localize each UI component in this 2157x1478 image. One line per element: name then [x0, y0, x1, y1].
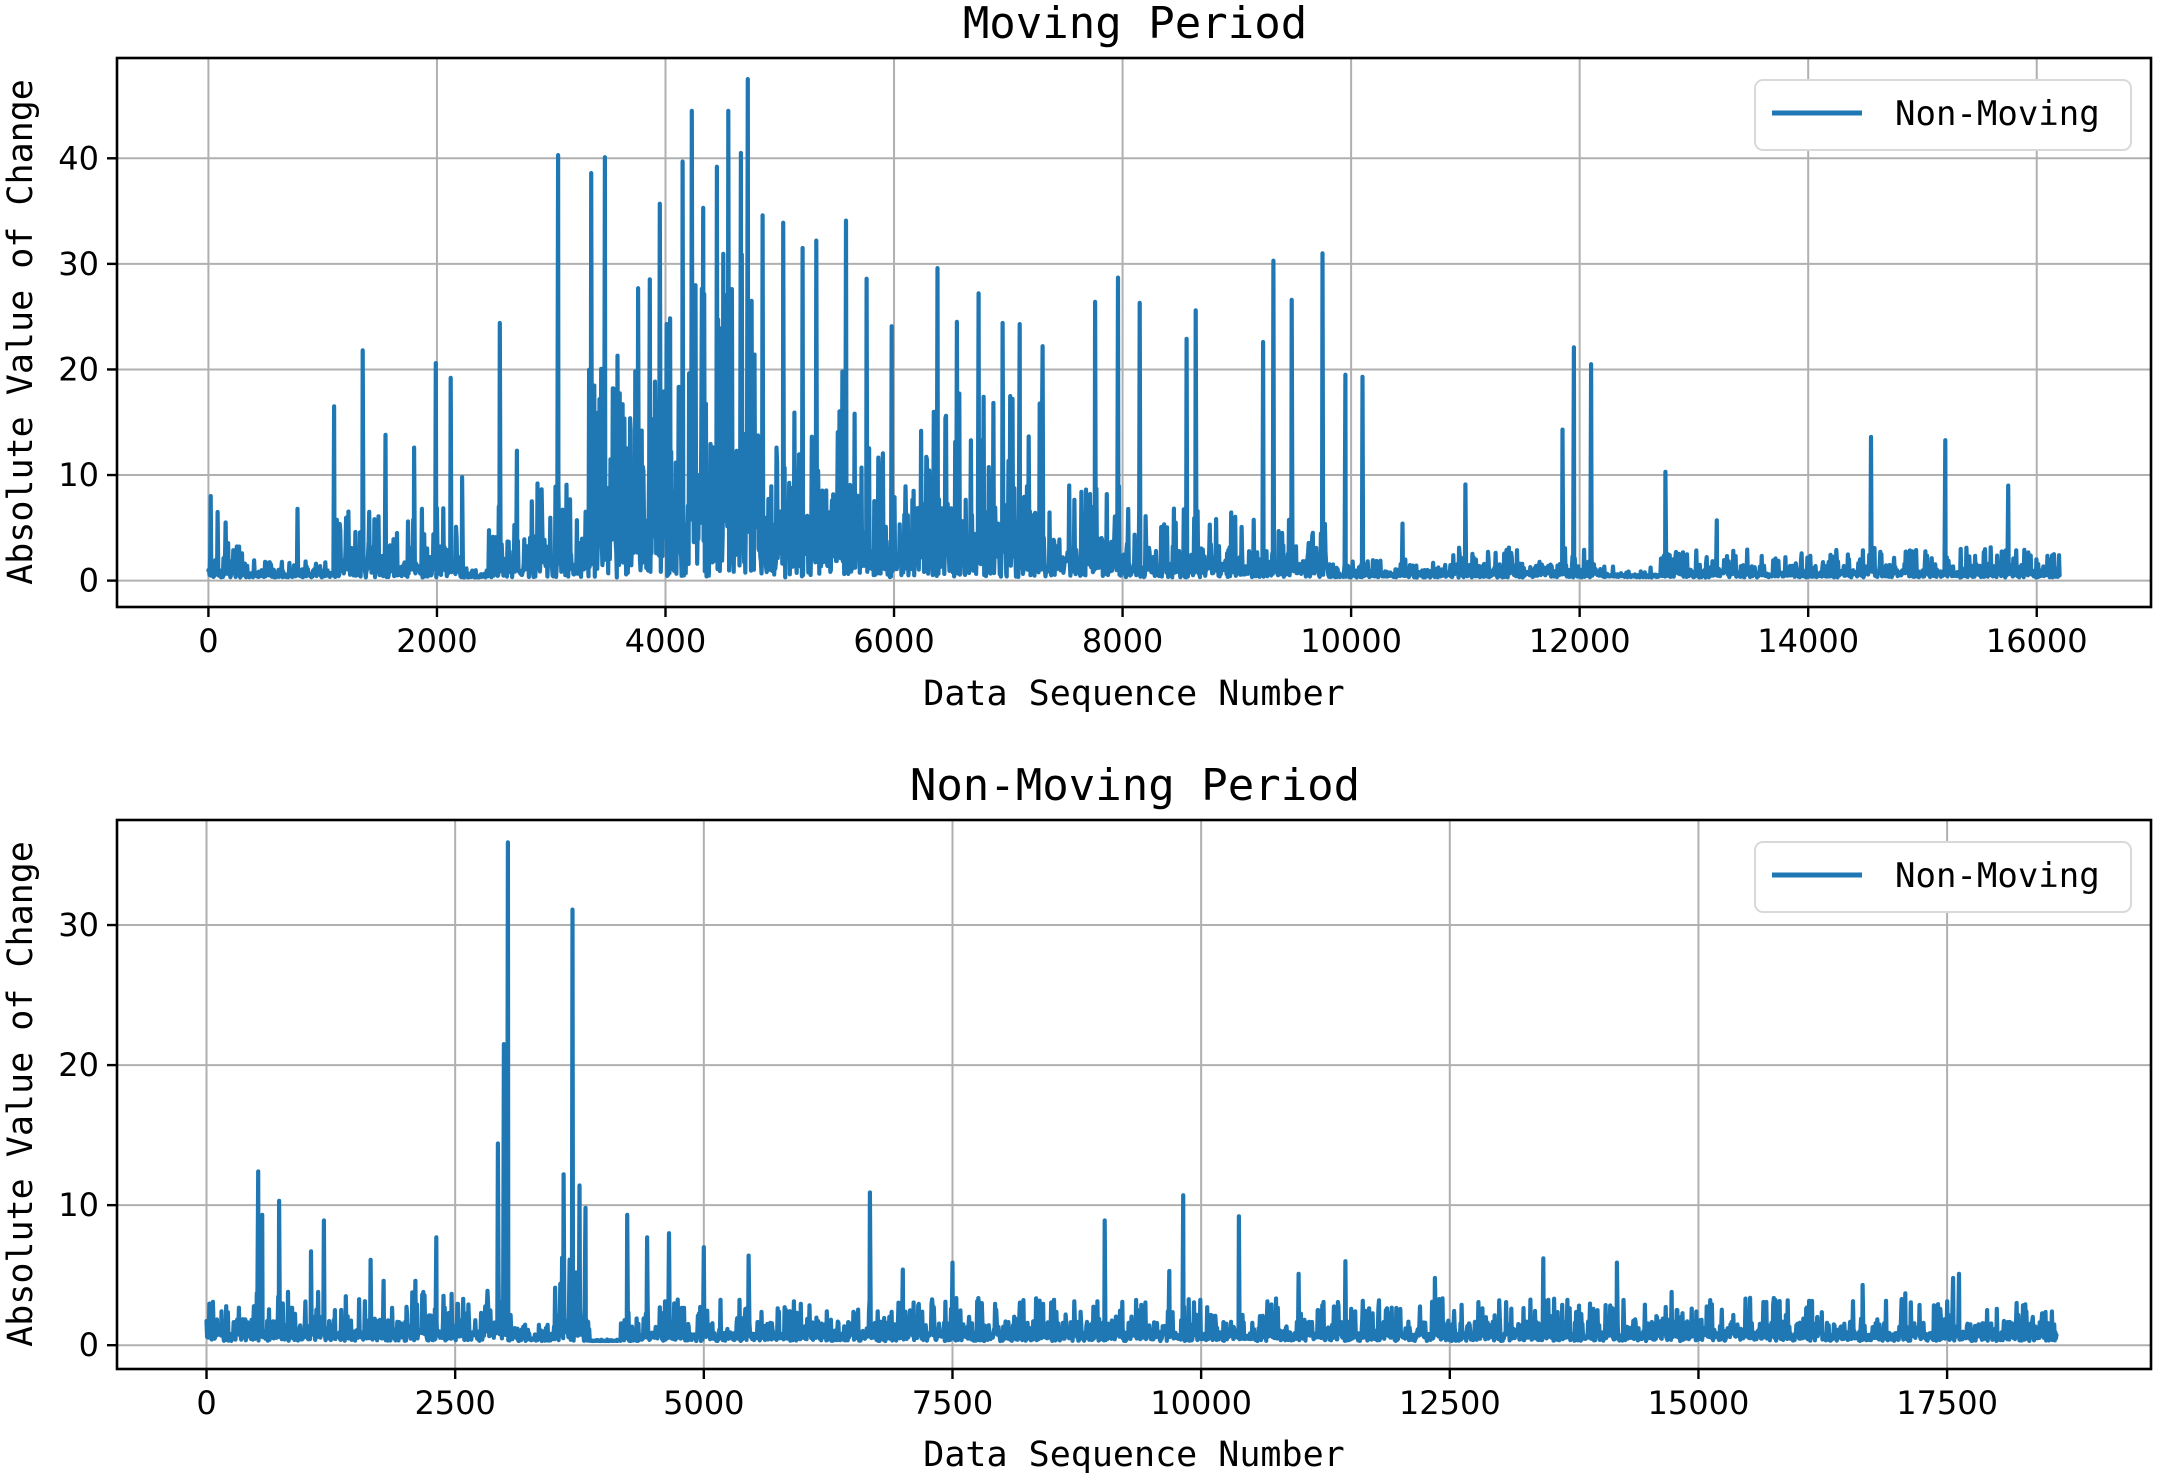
x-tick-label: 17500 [1896, 1384, 1998, 1422]
legend: Non-Moving [1754, 841, 2132, 913]
x-tick-label: 7500 [912, 1384, 993, 1422]
series-line-non-moving [204, 840, 2059, 1344]
x-tick-label: 10000 [1300, 622, 1402, 660]
x-tick-label: 5000 [663, 1384, 744, 1422]
moving-period-chart: Moving Period 0 2000 4000 6000 8000 10000 1200… [1, 0, 2153, 714]
legend-label: Non-Moving [1895, 856, 2100, 896]
series-line-non-moving [206, 77, 2062, 580]
x-tick-label: 6000 [853, 622, 934, 660]
y-tick-label: 10 [58, 456, 99, 494]
x-tick-label: 10000 [1150, 1384, 1252, 1422]
y-axis-label: Absolute Value of Change [1, 79, 41, 585]
x-tick-label: 14000 [1757, 622, 1859, 660]
y-tick-label: 40 [58, 139, 99, 177]
x-tick-label: 12000 [1529, 622, 1631, 660]
x-tick-label: 0 [196, 1384, 216, 1422]
y-tick-label: 20 [58, 350, 99, 388]
y-tick-label: 0 [79, 1326, 99, 1364]
tick-layer: 0 2500 5000 7500 10000 12500 15000 17500 0 10 20 30 [58, 906, 1998, 1422]
x-tick-label: 8000 [1082, 622, 1163, 660]
y-tick-label: 20 [58, 1046, 99, 1084]
gridlines [117, 58, 2151, 607]
plot-frame [115, 818, 2153, 1371]
x-tick-label: 2000 [396, 622, 477, 660]
x-tick-label: 12500 [1399, 1384, 1501, 1422]
legend-label: Non-Moving [1895, 94, 2100, 134]
series-layer [206, 77, 2062, 580]
x-tick-label: 16000 [1986, 622, 2088, 660]
x-tick-label: 15000 [1648, 1384, 1750, 1422]
x-tick-label: 0 [198, 622, 218, 660]
x-tick-label: 2500 [414, 1384, 495, 1422]
legend: Non-Moving [1754, 79, 2132, 151]
legend-box [1754, 79, 2132, 151]
y-axis-label: Absolute Value of Change [1, 841, 41, 1347]
non-moving-period-chart: Non-Moving Period 0 2500 5000 7500 10000 1250… [1, 760, 2153, 1475]
legend-box [1754, 841, 2132, 913]
y-tick-label: 30 [58, 906, 99, 944]
series-layer [204, 840, 2059, 1344]
plot-frame [115, 56, 2153, 609]
x-tick-label: 4000 [625, 622, 706, 660]
tick-layer: 0 2000 4000 6000 8000 10000 12000 14000 16000 0 10… [58, 139, 2087, 660]
chart-title: Moving Period [963, 0, 1307, 49]
x-axis-label: Data Sequence Number [923, 1435, 1344, 1475]
chart-title: Non-Moving Period [910, 760, 1360, 811]
y-tick-label: 0 [79, 562, 99, 600]
x-axis-label: Data Sequence Number [923, 674, 1344, 714]
gridlines [117, 820, 2151, 1369]
y-tick-label: 10 [58, 1186, 99, 1224]
y-tick-label: 30 [58, 245, 99, 283]
